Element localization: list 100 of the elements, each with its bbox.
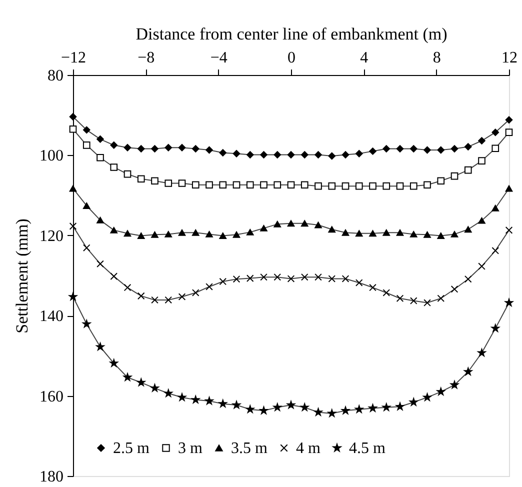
point <box>342 229 350 236</box>
point <box>232 181 240 189</box>
point <box>137 378 146 386</box>
point <box>82 126 90 134</box>
x-tick-label: −12 <box>60 50 86 66</box>
point <box>192 289 200 296</box>
point <box>396 182 404 190</box>
point <box>382 182 390 190</box>
point <box>450 172 458 180</box>
point <box>164 230 172 238</box>
point <box>96 136 104 143</box>
x-axis-title: Distance from center line of embankment (m) <box>136 24 448 44</box>
point <box>492 128 500 136</box>
point <box>246 151 254 158</box>
point <box>218 400 227 408</box>
point <box>69 185 77 192</box>
point <box>342 275 350 282</box>
point <box>178 293 186 300</box>
point <box>110 272 118 280</box>
point <box>82 202 90 209</box>
y-tick-label: 80 <box>48 68 64 84</box>
point <box>178 393 186 401</box>
point <box>396 145 404 152</box>
point <box>424 231 431 238</box>
point <box>274 273 282 281</box>
point <box>274 151 282 158</box>
point <box>178 180 186 187</box>
legend-label: 3 m <box>178 440 203 457</box>
point <box>124 284 132 292</box>
point <box>314 182 322 190</box>
point <box>123 373 132 381</box>
x-tick-label: 8 <box>432 50 441 66</box>
point <box>287 275 295 282</box>
point <box>437 232 445 240</box>
point <box>274 220 282 228</box>
point <box>164 296 172 304</box>
point <box>110 142 118 149</box>
point <box>151 231 158 238</box>
point <box>274 181 282 189</box>
point <box>505 226 513 234</box>
point <box>450 380 459 389</box>
y-tick-label: 120 <box>40 228 64 245</box>
point <box>355 405 364 413</box>
point <box>219 181 227 189</box>
point <box>124 170 132 178</box>
point <box>246 405 254 413</box>
point <box>492 144 500 152</box>
point <box>478 348 486 356</box>
point <box>314 222 322 228</box>
point <box>478 137 486 144</box>
point <box>300 220 308 227</box>
point <box>192 229 200 236</box>
point <box>424 146 431 154</box>
point <box>286 400 296 409</box>
point <box>164 180 172 187</box>
point <box>504 298 514 306</box>
point <box>287 220 295 227</box>
point <box>206 181 213 189</box>
point <box>410 398 418 406</box>
point <box>137 175 145 183</box>
point <box>69 113 77 120</box>
point <box>164 389 172 397</box>
point <box>382 145 390 152</box>
point <box>342 151 350 158</box>
point <box>110 359 118 367</box>
point <box>178 229 186 236</box>
point <box>410 182 418 190</box>
point <box>464 226 472 233</box>
point <box>410 230 418 238</box>
point <box>110 164 118 171</box>
point <box>205 396 214 405</box>
point <box>382 289 390 296</box>
point <box>260 181 268 189</box>
point <box>164 144 172 152</box>
point <box>206 230 213 238</box>
point <box>246 274 254 282</box>
point <box>410 297 418 304</box>
x-tick-label: −4 <box>210 50 228 66</box>
point <box>124 230 132 237</box>
point <box>178 144 186 152</box>
point <box>192 145 200 152</box>
point <box>437 146 445 154</box>
point <box>246 181 254 189</box>
point <box>68 292 78 300</box>
point <box>492 246 500 254</box>
y-tick-label: 160 <box>40 388 64 406</box>
point <box>287 181 295 189</box>
point <box>424 299 431 306</box>
point <box>355 279 363 286</box>
point <box>192 181 200 189</box>
point <box>96 342 104 350</box>
point <box>328 275 336 282</box>
y-tick-label: 180 <box>40 468 64 486</box>
x-tick-label: 0 <box>288 50 296 66</box>
point <box>328 226 336 233</box>
point <box>300 403 309 411</box>
point <box>450 145 458 152</box>
legend-label: 2.5 m <box>113 440 150 457</box>
point <box>137 145 145 152</box>
y-tick-label: 140 <box>40 308 64 326</box>
